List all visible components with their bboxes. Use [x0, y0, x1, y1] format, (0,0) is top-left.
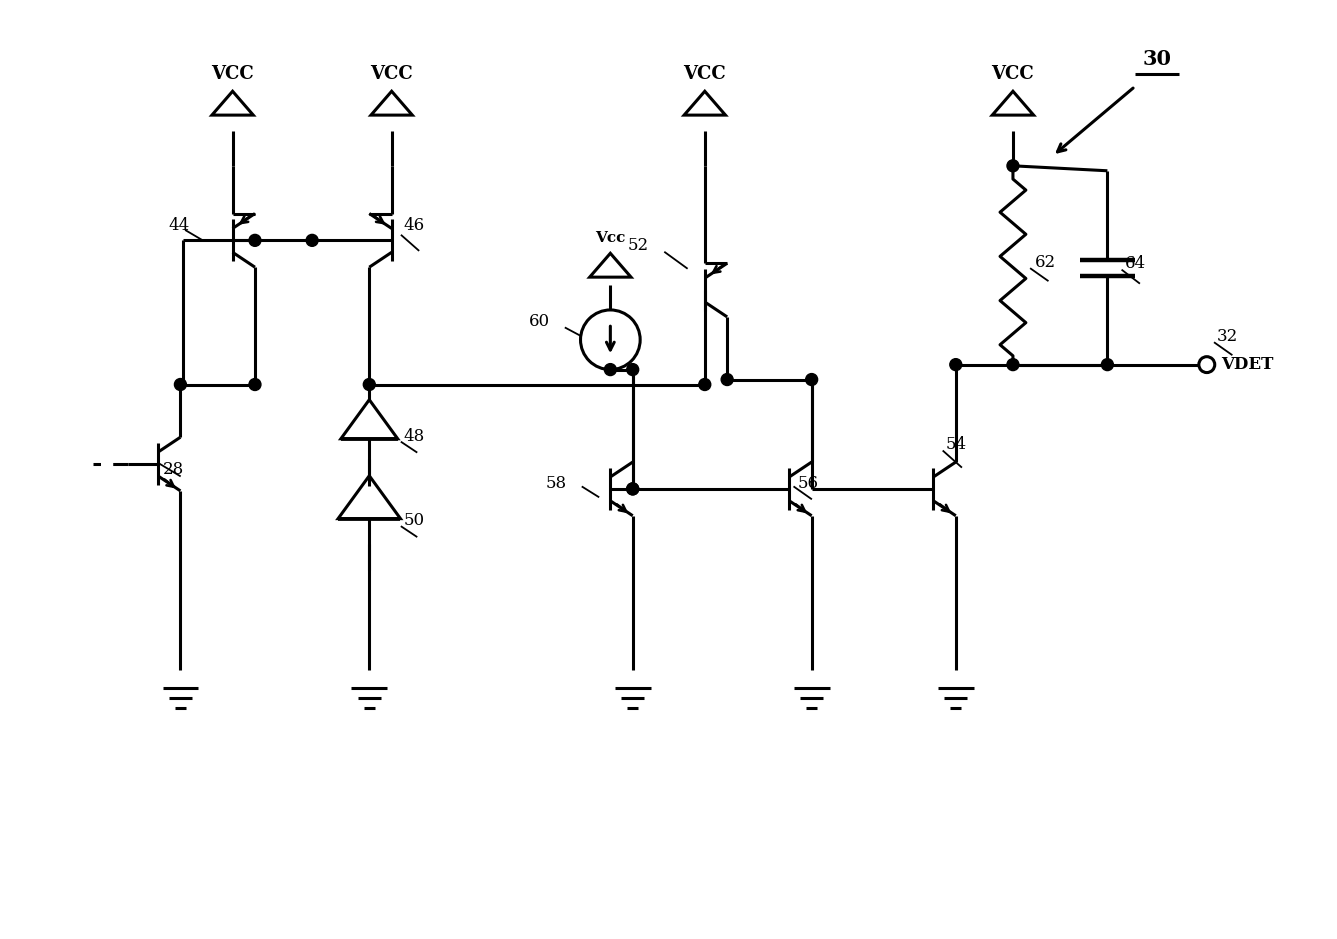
Text: 30: 30 [1143, 50, 1171, 69]
Circle shape [364, 378, 376, 391]
Text: 54: 54 [945, 436, 967, 453]
Circle shape [1102, 359, 1114, 371]
Circle shape [699, 378, 711, 391]
Text: 60: 60 [529, 314, 550, 331]
Circle shape [721, 374, 733, 386]
Text: VCC: VCC [370, 66, 413, 84]
Text: VDET: VDET [1221, 356, 1273, 373]
Text: 64: 64 [1126, 254, 1146, 271]
Circle shape [306, 235, 318, 246]
Circle shape [1007, 160, 1019, 172]
Text: 32: 32 [1217, 329, 1238, 346]
Text: 28: 28 [163, 460, 185, 478]
Text: VCC: VCC [211, 66, 254, 84]
Circle shape [604, 363, 616, 376]
Circle shape [949, 359, 961, 371]
Text: VCC: VCC [683, 66, 726, 84]
Text: 52: 52 [627, 237, 648, 254]
Text: 58: 58 [545, 475, 567, 492]
Circle shape [174, 378, 186, 391]
Text: 46: 46 [404, 217, 425, 234]
Circle shape [249, 378, 261, 391]
Text: 50: 50 [404, 512, 425, 530]
Circle shape [627, 483, 639, 495]
Circle shape [249, 235, 261, 246]
Circle shape [627, 363, 639, 376]
Circle shape [627, 483, 639, 495]
Text: 44: 44 [168, 217, 190, 234]
Text: 48: 48 [404, 427, 425, 445]
Text: VCC: VCC [992, 66, 1035, 84]
Text: 62: 62 [1035, 254, 1056, 271]
Text: Vcc: Vcc [595, 231, 626, 245]
Circle shape [806, 374, 818, 386]
Circle shape [1007, 359, 1019, 371]
Text: 56: 56 [797, 475, 818, 492]
